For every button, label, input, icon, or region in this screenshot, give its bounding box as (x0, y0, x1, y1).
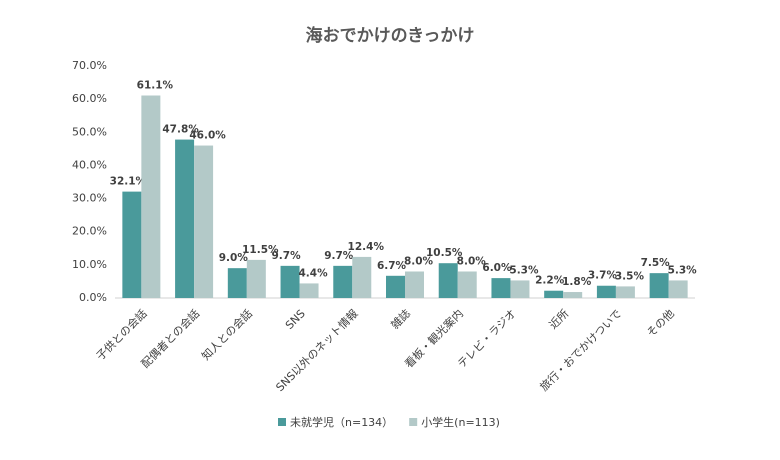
value-label: 7.5% (641, 257, 671, 269)
bar (649, 273, 669, 298)
bar (246, 259, 266, 298)
value-label: 6.0% (482, 262, 512, 274)
value-label: 3.7% (588, 270, 618, 282)
value-label: 10.5% (426, 247, 463, 259)
value-label: 3.5% (615, 270, 645, 282)
value-label: 9.7% (271, 250, 301, 262)
value-label: 46.0% (189, 130, 226, 142)
value-label: 8.0% (457, 255, 487, 267)
x-tick-label: 子供との会話 (93, 306, 149, 362)
y-tick-label: 70.0% (72, 59, 107, 72)
value-label: 9.0% (219, 252, 249, 264)
bar (299, 283, 319, 298)
bar (227, 268, 247, 298)
value-label: 9.7% (324, 250, 354, 262)
y-tick-label: 50.0% (72, 125, 107, 138)
bar (544, 290, 564, 298)
bar (596, 285, 616, 298)
bar (438, 263, 458, 298)
value-label: 61.1% (137, 79, 174, 91)
bar (491, 278, 511, 298)
bar (510, 280, 530, 298)
y-tick-label: 60.0% (72, 92, 107, 105)
value-label: 5.3% (509, 264, 539, 276)
bar (668, 280, 688, 298)
bar (175, 139, 195, 298)
value-label: 32.1% (110, 176, 147, 188)
x-tick-label: 知人との会話 (199, 306, 255, 362)
value-label: 11.5% (242, 244, 279, 256)
legend-label: 未就学児（n=134） (290, 415, 393, 429)
value-label: 8.0% (404, 255, 434, 267)
value-label: 12.4% (348, 241, 385, 253)
bar (563, 292, 583, 298)
x-tick-label: 雑誌 (388, 306, 413, 331)
legend-swatch (278, 418, 286, 426)
y-tick-label: 30.0% (72, 192, 107, 205)
bar (122, 191, 142, 298)
value-label: 2.2% (535, 275, 565, 287)
x-tick-label: SNS (283, 307, 308, 332)
bar (352, 256, 372, 298)
value-label: 47.8% (162, 124, 199, 136)
bar (333, 265, 353, 298)
bar (405, 271, 424, 298)
y-tick-label: 10.0% (72, 258, 107, 271)
y-tick-label: 20.0% (72, 225, 107, 238)
x-tick-label: その他 (644, 307, 677, 340)
value-label: 6.7% (377, 260, 407, 272)
y-tick-label: 0.0% (79, 291, 107, 304)
value-label: 5.3% (668, 264, 698, 276)
bar (457, 271, 477, 298)
value-label: 1.8% (562, 276, 592, 288)
x-tick-label: 近所 (547, 307, 572, 332)
value-label: 4.4% (298, 267, 328, 279)
chart-title: 海おでかけのきっかけ (306, 25, 475, 46)
y-tick-label: 40.0% (72, 158, 107, 171)
bar (386, 275, 405, 298)
bar (615, 286, 635, 298)
legend-label: 小学生(n=113) (421, 415, 500, 429)
bar (141, 95, 161, 298)
legend-swatch (409, 418, 418, 426)
bar (280, 265, 300, 298)
bar (194, 145, 214, 298)
